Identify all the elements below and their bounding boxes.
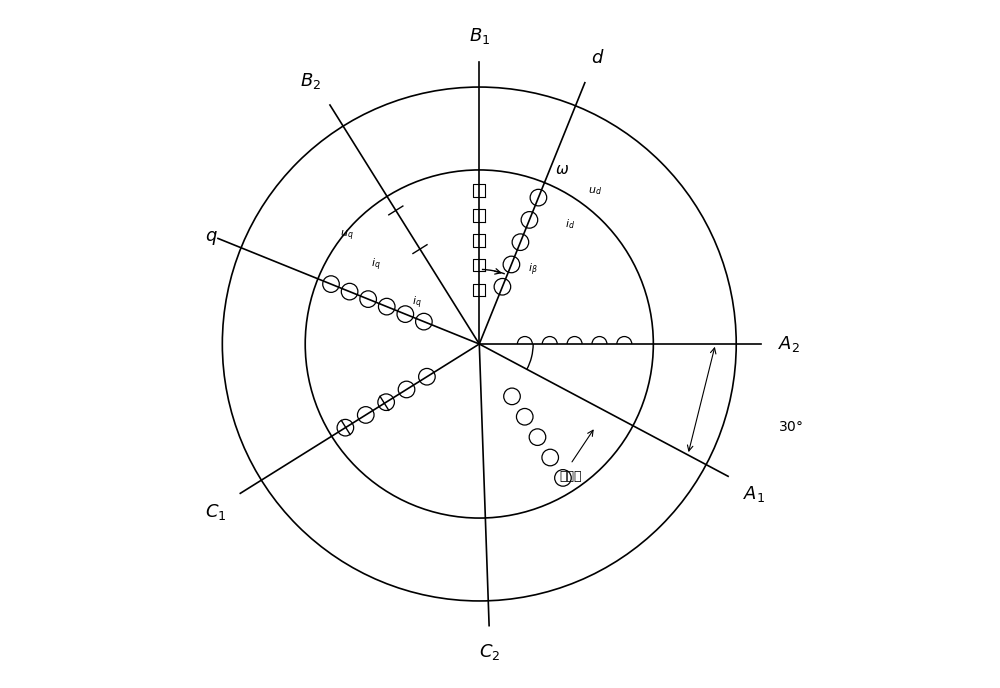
Text: $A_1$: $A_1$ xyxy=(743,484,765,504)
Text: $A_2$: $A_2$ xyxy=(778,334,800,354)
Text: $i_\beta$: $i_\beta$ xyxy=(528,261,538,277)
Text: $u_q$: $u_q$ xyxy=(340,229,353,244)
Text: $B_2$: $B_2$ xyxy=(300,71,321,91)
Text: $q$: $q$ xyxy=(205,229,218,248)
Text: $u_d$: $u_d$ xyxy=(588,185,602,197)
Text: $i_d$: $i_d$ xyxy=(565,217,575,230)
Text: $\omega$: $\omega$ xyxy=(555,162,569,178)
Text: 永磁体: 永磁体 xyxy=(559,470,582,483)
Text: $B_1$: $B_1$ xyxy=(469,25,490,45)
Text: $i_q$: $i_q$ xyxy=(412,294,422,311)
Text: $C_1$: $C_1$ xyxy=(205,502,226,522)
Text: $i_q$: $i_q$ xyxy=(371,257,381,273)
Text: $d$: $d$ xyxy=(591,50,605,67)
Text: $C_2$: $C_2$ xyxy=(479,642,500,663)
Text: $30°$: $30°$ xyxy=(778,420,803,434)
